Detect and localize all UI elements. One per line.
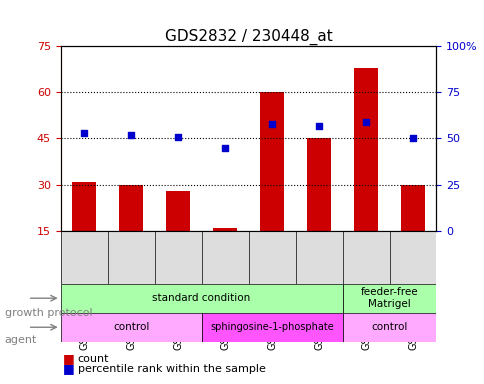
- Text: count: count: [77, 354, 109, 364]
- Text: control: control: [371, 322, 407, 332]
- Point: [221, 145, 228, 151]
- Text: control: control: [113, 322, 149, 332]
- Point: [174, 134, 182, 140]
- Text: feeder-free
Matrigel: feeder-free Matrigel: [360, 287, 418, 309]
- Point: [315, 122, 322, 129]
- Bar: [60, 313, 201, 342]
- Bar: [119, 185, 143, 231]
- Bar: [342, 313, 436, 342]
- Point: [362, 119, 369, 125]
- Text: ■: ■: [63, 353, 75, 366]
- Bar: [213, 228, 236, 231]
- Text: percentile rank within the sample: percentile rank within the sample: [77, 364, 265, 374]
- Bar: [166, 191, 189, 231]
- Bar: [201, 313, 342, 342]
- Text: agent: agent: [5, 335, 37, 345]
- Point: [80, 130, 88, 136]
- Text: growth protocol: growth protocol: [5, 308, 92, 318]
- Bar: [353, 68, 377, 231]
- Bar: [342, 284, 436, 313]
- Text: sphingosine-1-phosphate: sphingosine-1-phosphate: [210, 322, 333, 332]
- Point: [268, 121, 275, 127]
- Text: ■: ■: [63, 362, 75, 375]
- Point: [127, 132, 135, 138]
- Bar: [307, 139, 330, 231]
- Point: [408, 136, 416, 142]
- Bar: [72, 182, 96, 231]
- Bar: [400, 185, 424, 231]
- Title: GDS2832 / 230448_at: GDS2832 / 230448_at: [165, 28, 332, 45]
- Text: standard condition: standard condition: [152, 293, 250, 303]
- Bar: [60, 284, 342, 313]
- Bar: [260, 92, 283, 231]
